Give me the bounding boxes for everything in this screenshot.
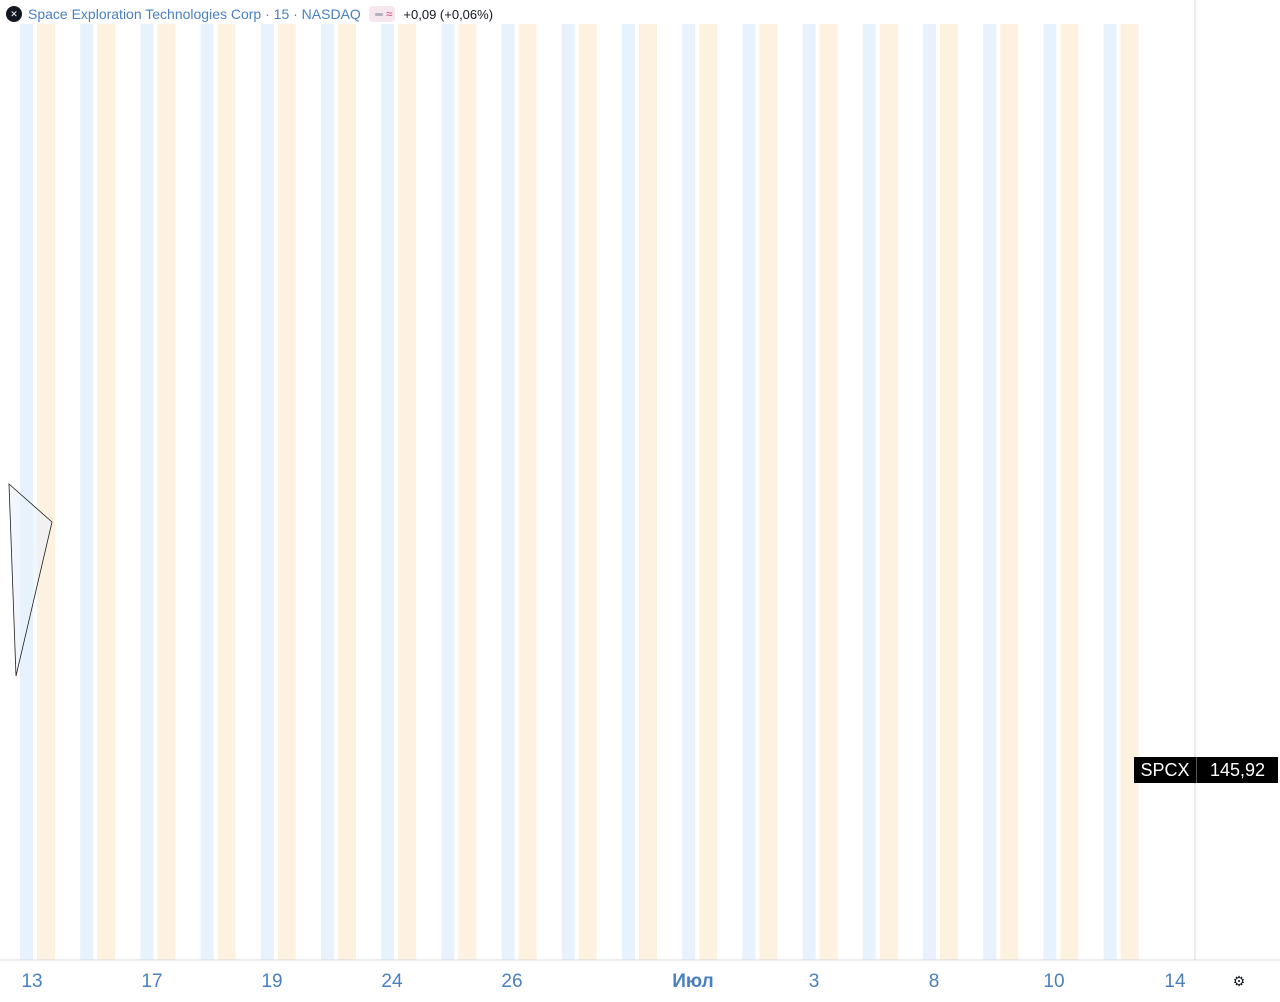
session-band-orange: [819, 24, 838, 960]
session-band-orange: [879, 24, 898, 960]
session-band-blue: [200, 24, 214, 960]
symbol-tag: SPCX: [1134, 757, 1196, 783]
x-tick-label: 13: [21, 971, 42, 992]
session-band-blue: [501, 24, 515, 960]
symbol-title[interactable]: Space Exploration Technologies Corp · 15…: [28, 6, 361, 22]
x-tick-label: 14: [1164, 971, 1186, 992]
session-band-orange: [759, 24, 778, 960]
settings-icon[interactable]: ⚙: [1232, 972, 1246, 989]
session-band-blue: [441, 24, 455, 960]
session-band-orange: [97, 24, 116, 960]
session-band-orange: [1000, 24, 1019, 960]
session-band-orange: [639, 24, 657, 960]
x-tick-label: 19: [261, 971, 282, 992]
x-tick-label: 8: [929, 971, 940, 992]
session-band-orange: [518, 24, 537, 960]
x-tick-label: 10: [1043, 971, 1064, 992]
session-band-blue: [802, 24, 816, 960]
session-band-blue: [923, 24, 936, 960]
session-bands: [20, 24, 1139, 960]
session-band-blue: [20, 24, 33, 960]
price-change: +0,09 (+0,06%): [403, 6, 494, 22]
session-band-blue: [381, 24, 395, 960]
session-band-blue: [682, 24, 696, 960]
session-band-blue: [622, 24, 635, 960]
session-band-orange: [1060, 24, 1079, 960]
session-band-blue: [1103, 24, 1117, 960]
x-tick-label: 3: [809, 971, 820, 992]
session-band-blue: [742, 24, 756, 960]
session-band-blue: [140, 24, 154, 960]
spacex-logo-icon: ✕: [6, 6, 22, 22]
x-tick-label: 17: [141, 971, 162, 992]
x-tick-label: 26: [501, 971, 522, 992]
x-tick-label: Июл: [672, 971, 713, 992]
session-band-orange: [157, 24, 176, 960]
session-band-orange: [578, 24, 597, 960]
session-band-blue: [983, 24, 997, 960]
wave-icon: ≈: [385, 7, 393, 21]
last-price-tag: 145,92: [1196, 757, 1278, 783]
session-band-blue: [80, 24, 94, 960]
session-band-orange: [699, 24, 718, 960]
session-band-orange: [940, 24, 958, 960]
session-band-orange: [1120, 24, 1139, 960]
session-band-blue: [862, 24, 876, 960]
session-band-orange: [217, 24, 236, 960]
dash-icon: [374, 12, 383, 16]
session-band-orange: [338, 24, 356, 960]
triangle-drawing[interactable]: [8, 483, 53, 677]
time-axis: 13 17 19 24 26 Июл 3 8 10 14: [21, 971, 1186, 992]
indicator-badge[interactable]: ≈: [368, 6, 396, 22]
x-tick-label: 24: [381, 971, 403, 992]
chart-header: ✕ Space Exploration Technologies Corp · …: [6, 3, 493, 25]
session-band-blue: [1043, 24, 1057, 960]
drawing-triangle: [8, 483, 53, 677]
session-band-blue: [321, 24, 334, 960]
session-band-orange: [398, 24, 417, 960]
session-band-blue: [561, 24, 575, 960]
session-band-blue: [260, 24, 274, 960]
session-band-orange: [37, 24, 55, 960]
session-band-orange: [277, 24, 296, 960]
session-band-orange: [458, 24, 477, 960]
